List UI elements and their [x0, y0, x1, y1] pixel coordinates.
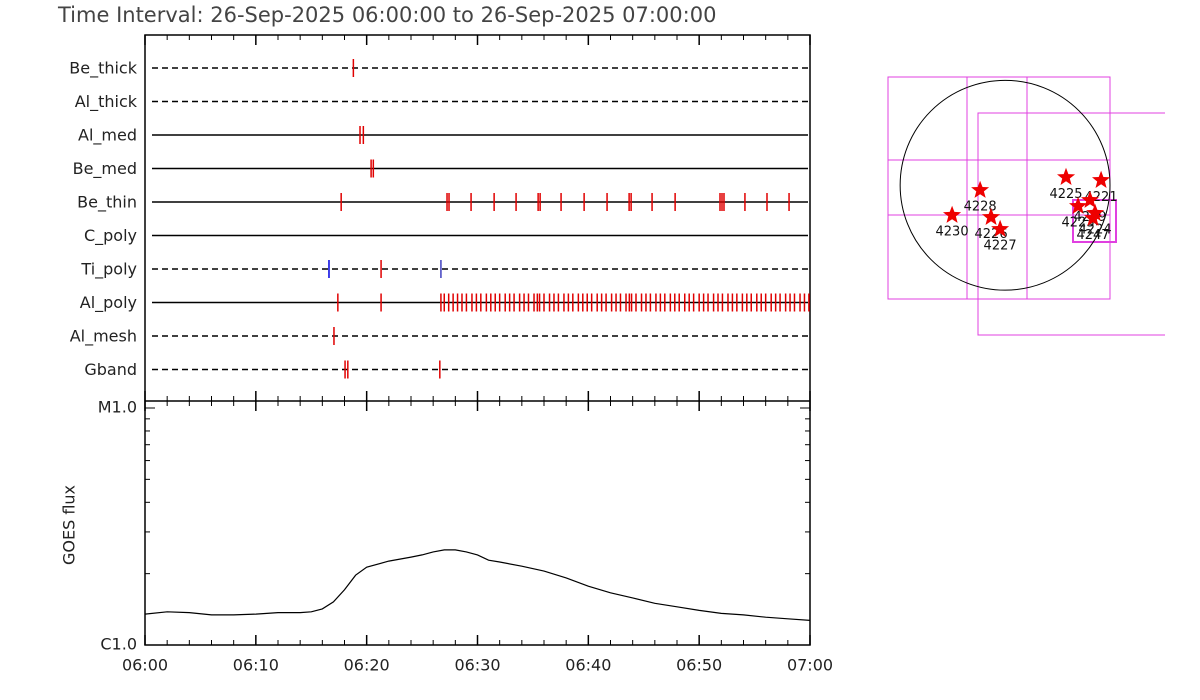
y-tick-label: C1.0: [100, 635, 137, 654]
x-tick-label: 06:10: [233, 656, 279, 675]
region-label: 4224: [1079, 223, 1112, 238]
region-star: [982, 207, 1001, 225]
row-label: Al_med: [78, 126, 137, 146]
x-tick-label: 06:50: [676, 656, 722, 675]
plot-frame: [144, 34, 811, 646]
chart-title: Time Interval: 26-Sep-2025 06:00:00 to 2…: [57, 3, 716, 27]
x-tick-label: 07:00: [787, 656, 833, 675]
region-star: [1057, 167, 1076, 185]
region-star: [1084, 208, 1102, 226]
region-label: 4230: [936, 225, 969, 240]
fov-boxes: [887, 76, 1165, 336]
y-axis-label: GOES flux: [60, 485, 79, 565]
region-label: 4227: [984, 239, 1017, 254]
solar-limb: [899, 79, 1111, 291]
x-tick-label: 06:30: [454, 656, 500, 675]
region-star: [1081, 190, 1099, 208]
region-label: 4223: [1062, 216, 1095, 231]
region-label: 4225: [1049, 187, 1082, 202]
row-label: Al_thick: [75, 92, 138, 112]
row-label: Be_thick: [69, 59, 137, 79]
region-star: [1092, 170, 1111, 188]
row-label: Be_thin: [77, 193, 137, 213]
region-star: [991, 219, 1010, 237]
region-star: [1069, 196, 1088, 214]
x-tick-label: 06:00: [122, 656, 168, 675]
region-label: 4247: [1076, 228, 1109, 243]
row-label: Gband: [84, 360, 137, 379]
row-label: Ti_poly: [80, 260, 137, 280]
y-tick-label: M1.0: [98, 398, 137, 417]
row-label: Al_poly: [80, 293, 137, 313]
region-label: 4228: [964, 200, 997, 215]
region-star: [1086, 203, 1105, 221]
region-star: [971, 180, 990, 198]
row-label: Be_med: [73, 159, 137, 179]
flux-line: [144, 549, 811, 621]
x-tick-label: 06:20: [344, 656, 390, 675]
region-star: [943, 205, 962, 223]
x-tick-label: 06:40: [565, 656, 611, 675]
row-label: C_poly: [84, 226, 137, 246]
row-label: Al_mesh: [70, 327, 137, 347]
